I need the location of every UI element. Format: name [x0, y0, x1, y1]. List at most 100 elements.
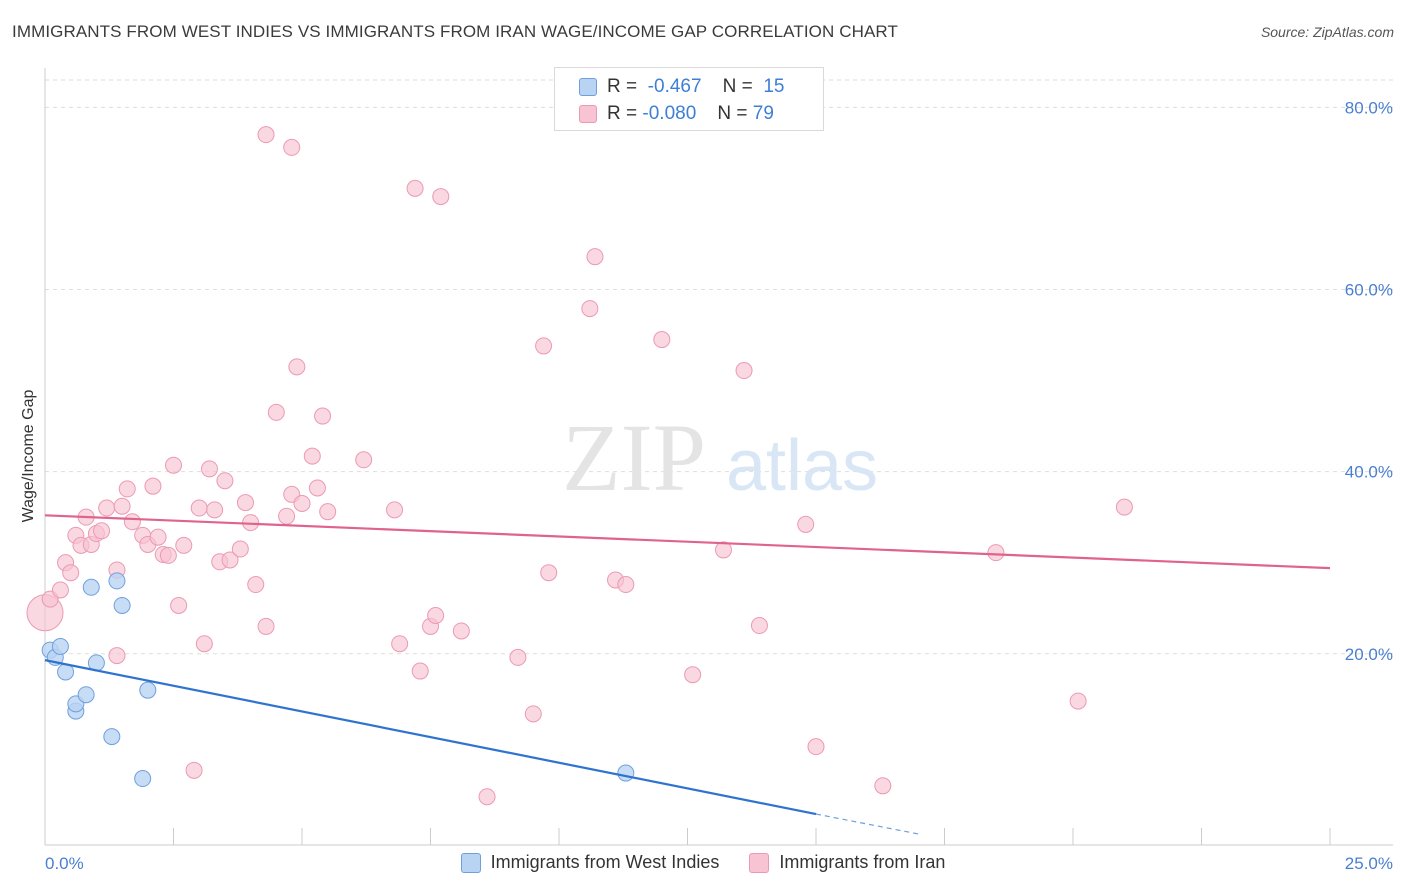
- iran-point: [617, 576, 635, 594]
- watermark: ZIP atlas: [562, 404, 878, 511]
- iran-point: [406, 179, 424, 197]
- iran-points: [26, 126, 1133, 806]
- iran-point: [108, 647, 126, 665]
- iran-point: [288, 358, 306, 376]
- iran-point: [524, 705, 542, 723]
- iran-point: [51, 581, 69, 599]
- legend-n-label: N =: [717, 103, 748, 124]
- y-tick-label: 40.0%: [1345, 463, 1393, 482]
- legend-r-label: R =: [607, 103, 638, 124]
- y-tick-label: 20.0%: [1345, 645, 1393, 664]
- legend-r-value: -0.467: [647, 76, 702, 97]
- legend-n-value: 15: [763, 76, 785, 97]
- legend-swatch-west-indies: [579, 78, 597, 96]
- iran-point: [123, 513, 141, 531]
- x-tick-labels: 0.0% 25.0%: [45, 854, 1393, 873]
- iran-point: [807, 738, 825, 756]
- iran-point: [535, 337, 553, 355]
- iran-point: [874, 777, 892, 795]
- iran-point: [236, 494, 254, 512]
- west-indies-point: [51, 637, 69, 655]
- iran-point: [509, 648, 527, 666]
- west-indies-point: [134, 770, 152, 788]
- axes: [44, 68, 1393, 846]
- series-legend-iran: Immigrants from Iran: [749, 852, 945, 873]
- y-axis-label: Wage/Income Gap: [20, 390, 37, 523]
- iran-point: [221, 551, 239, 569]
- iran-point: [581, 300, 599, 318]
- chart-title: IMMIGRANTS FROM WEST INDIES VS IMMIGRANT…: [12, 22, 898, 41]
- iran-point: [216, 472, 234, 490]
- west-indies-point: [77, 686, 95, 704]
- iran-point: [231, 540, 249, 558]
- legend-swatch-iran: [579, 105, 597, 123]
- iran-point: [684, 666, 702, 684]
- iran-point: [170, 596, 188, 614]
- iran-point: [159, 546, 177, 564]
- west-indies-point: [139, 681, 157, 699]
- iran-point: [190, 499, 208, 517]
- iran-point: [200, 460, 218, 478]
- trend-lines: [44, 514, 1331, 835]
- legend-row-iran: R = -0.080 N = 79: [579, 101, 774, 127]
- series-swatch-iran: [749, 852, 770, 873]
- series-swatch-west-indies: [460, 852, 481, 873]
- west-indies-point: [82, 578, 100, 596]
- watermark-zip: ZIP: [562, 404, 706, 511]
- iran-point: [586, 248, 604, 266]
- iran-point: [165, 456, 182, 474]
- correlation-legend: R = -0.467 N = 15 R = -0.080 N = 79: [554, 67, 824, 131]
- iran-point: [62, 564, 80, 582]
- iran-point: [257, 617, 275, 635]
- iran-point: [175, 536, 193, 554]
- west-indies-point: [103, 728, 121, 746]
- legend-r-value: -0.080: [642, 103, 697, 124]
- iran-point: [308, 479, 326, 497]
- iran-point: [206, 501, 224, 519]
- source-label: Source: ZipAtlas.com: [1260, 24, 1394, 40]
- iran-point: [319, 503, 337, 521]
- iran-point: [257, 126, 275, 144]
- iran-point: [411, 662, 429, 680]
- iran-point: [386, 501, 404, 519]
- iran-point: [267, 403, 285, 421]
- x-tick-label: 0.0%: [45, 854, 84, 873]
- west-indies-trend-line: [44, 659, 817, 816]
- iran-point: [797, 515, 815, 533]
- series-legend-label: Immigrants from Iran: [779, 852, 946, 872]
- iran-point: [314, 407, 332, 425]
- legend-n-label: N =: [722, 76, 753, 97]
- iran-point: [195, 635, 213, 653]
- series-legend-label: Immigrants from West Indies: [490, 852, 720, 872]
- iran-point: [113, 497, 131, 515]
- iran-point: [247, 576, 265, 594]
- iran-trend-line: [44, 514, 1331, 570]
- iran-point: [432, 188, 450, 206]
- iran-point: [427, 607, 445, 624]
- iran-point: [118, 480, 136, 498]
- west-indies-trend-extension: [815, 813, 919, 835]
- y-tick-labels: 20.0% 40.0% 60.0% 80.0%: [1345, 98, 1393, 663]
- iran-point: [355, 451, 373, 469]
- x-tick-label: 25.0%: [1345, 854, 1393, 873]
- y-tick-label: 80.0%: [1345, 98, 1393, 117]
- iran-point: [478, 788, 496, 806]
- iran-point: [452, 622, 470, 640]
- iran-point: [278, 507, 296, 525]
- iran-point: [149, 528, 167, 546]
- iran-point: [653, 331, 671, 349]
- iran-point: [987, 544, 1005, 562]
- legend-row-west-indies: R = -0.467 N = 15: [579, 74, 784, 100]
- west-indies-point: [108, 572, 126, 590]
- iran-point: [1115, 498, 1133, 516]
- iran-point: [1069, 692, 1087, 710]
- iran-point: [93, 522, 111, 540]
- iran-point: [293, 494, 311, 512]
- west-indies-points: [41, 572, 635, 788]
- legend-n-value: 79: [752, 103, 774, 124]
- iran-point: [391, 635, 409, 653]
- iran-point: [750, 617, 768, 635]
- watermark-atlas: atlas: [726, 426, 878, 506]
- west-indies-point: [113, 596, 131, 614]
- iran-point: [185, 761, 203, 779]
